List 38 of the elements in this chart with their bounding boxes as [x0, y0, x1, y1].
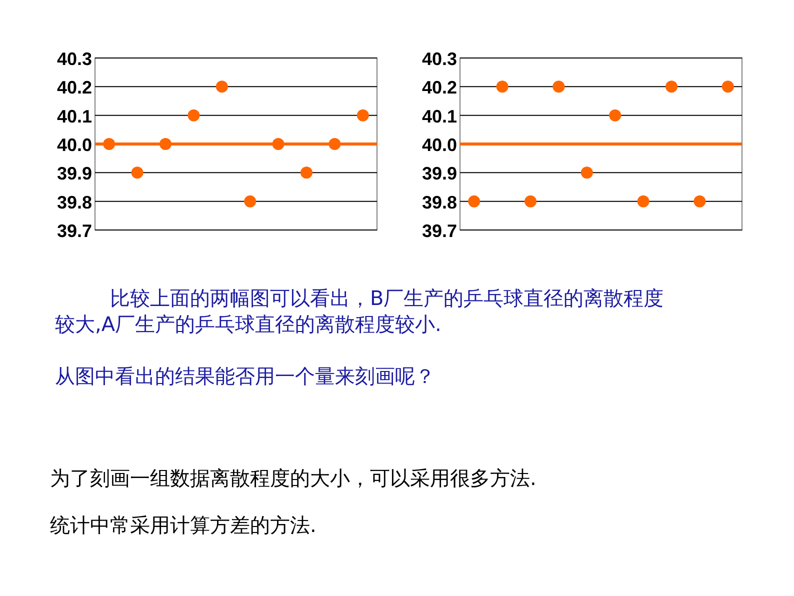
y-tick-label: 40.0: [422, 135, 457, 155]
point: [637, 195, 650, 208]
y-tick-label: 39.7: [56, 221, 92, 241]
y-tick-label: 40.1: [422, 106, 457, 126]
point: [722, 80, 734, 93]
text: 统计中常采用计算方差的方法.: [50, 512, 318, 538]
y-tick-label: 39.8: [422, 192, 457, 212]
y-tick-label: 40.1: [56, 106, 92, 126]
y-tick-label: 40.3: [56, 49, 92, 69]
point: [496, 80, 508, 93]
point: [216, 80, 228, 93]
point: [609, 109, 622, 122]
point: [666, 80, 678, 93]
y-tick-label: 40.2: [422, 78, 457, 98]
text: 从图中看出的结果能否用一个量来刻画呢？: [55, 363, 436, 389]
y-tick-label: 39.9: [422, 164, 457, 184]
point: [694, 195, 706, 208]
point: [524, 195, 536, 208]
point: [244, 195, 256, 208]
point: [552, 80, 565, 93]
point: [356, 109, 369, 122]
point: [188, 109, 200, 122]
point: [272, 138, 284, 150]
point: [160, 138, 172, 150]
y-tick-label: 40.2: [56, 78, 92, 98]
y-tick-label: 39.7: [422, 221, 457, 241]
point: [328, 138, 341, 150]
y-tick-label: 40.3: [422, 49, 457, 69]
y-tick-label: 40.0: [56, 135, 92, 155]
text: 比较上面的两幅图可以看出，B厂生产的乒乓球直径的离散程度较大,A厂生产的乒乓球直径的离散程度较小.: [55, 285, 665, 337]
point: [131, 166, 144, 179]
point: [468, 195, 480, 208]
point: [103, 138, 116, 150]
point: [580, 166, 593, 179]
y-tick-label: 39.9: [56, 164, 92, 184]
y-tick-label: 39.8: [56, 192, 92, 212]
text: 为了刻画一组数据离散程度的大小，可以采用很多方法.: [50, 465, 538, 491]
point: [300, 166, 312, 179]
